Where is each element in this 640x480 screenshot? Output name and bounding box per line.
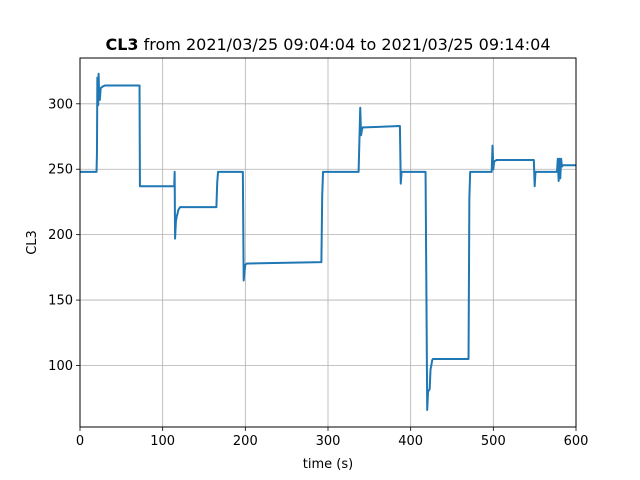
y-tick-label: 100 <box>48 359 73 374</box>
y-axis-label: CL3 <box>25 230 40 255</box>
series-line <box>80 72 576 411</box>
x-tick-label: 600 <box>564 434 589 449</box>
chart-title-rest: from 2021/03/25 09:04:04 to 2021/03/25 0… <box>139 35 551 54</box>
y-tick-label: 300 <box>48 97 73 112</box>
x-tick-label: 400 <box>398 434 423 449</box>
x-tick-label: 0 <box>76 434 84 449</box>
x-tick-label: 300 <box>316 434 341 449</box>
x-tick-label: 100 <box>150 434 175 449</box>
chart-title: CL3 from 2021/03/25 09:04:04 to 2021/03/… <box>105 35 550 54</box>
x-tick-label: 500 <box>481 434 506 449</box>
x-tick-label: 200 <box>233 434 258 449</box>
y-tick-label: 250 <box>48 163 73 178</box>
x-axis-label: time (s) <box>303 457 353 472</box>
ticks: 0 100 200 300 400 500 600 100 150 200 250 300 <box>48 97 588 449</box>
y-tick-label: 150 <box>48 294 73 309</box>
chart-title-bold: CL3 <box>105 35 138 54</box>
plot-area <box>80 72 576 411</box>
y-tick-label: 200 <box>48 228 73 243</box>
grid <box>79 58 577 427</box>
